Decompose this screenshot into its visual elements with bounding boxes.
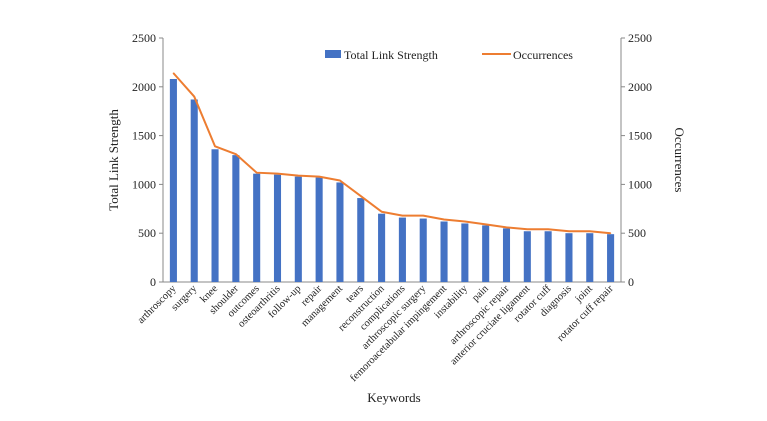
line-point-9 [339,179,341,182]
bar-22 [607,234,615,282]
line-point-7 [297,175,299,177]
line-point-4 [235,153,237,155]
line-point-18 [526,228,528,230]
line-series-occurrences [172,72,612,235]
bar-12 [398,217,406,282]
line-point-5 [256,172,258,174]
bar-20 [565,233,573,282]
bar-1 [169,78,177,282]
bar-14 [440,221,448,282]
x-axis-title: Keywords [367,390,420,405]
bar-6 [273,174,282,282]
line-point-12 [401,215,404,217]
bar-19 [544,231,552,282]
bar-10 [357,198,365,282]
line-point-17 [505,226,508,228]
bar-2 [190,99,198,282]
line-point-2 [193,95,195,98]
line-point-3 [214,145,216,147]
bar-11 [378,213,386,282]
y-tick-label: 1000 [132,177,156,191]
line-point-13 [422,215,424,217]
y2-tick-label: 2500 [628,31,652,45]
line-point-15 [464,220,466,223]
bar-21 [586,233,594,282]
bar-series-total-link-strength [169,78,615,282]
legend-label-bar: Total Link Strength [344,48,438,62]
y2-tick-label: 1000 [628,177,652,191]
y-tick-label: 500 [138,226,156,240]
line-point-19 [547,228,549,230]
y2-axis-title: Occurrences [672,128,687,193]
line-point-16 [485,223,487,226]
bar-17 [502,228,511,282]
y2-tick-label: 2000 [628,80,652,94]
bar-9 [336,182,344,282]
line-point-21 [589,230,591,232]
line-point-6 [276,173,279,175]
y-tick-label: 1500 [132,129,156,143]
bar-5 [253,173,261,282]
line-point-22 [609,232,612,234]
y-tick-label: 0 [150,275,156,289]
bar-8 [315,177,323,282]
y-tick-label: 2500 [132,31,156,45]
line-point-20 [568,230,570,232]
line-point-1 [172,72,175,74]
line-point-10 [360,195,362,197]
line-point-14 [443,218,445,221]
line-point-11 [380,211,383,213]
axis-lines [162,38,622,283]
occurrences-line [172,72,611,235]
legend-swatch-bar [325,50,341,58]
y2-tick-label: 0 [628,275,634,289]
bar-4 [232,155,240,282]
legend-label-line: Occurrences [513,48,573,62]
y2-tick-label: 1500 [628,129,652,143]
y2-tick-label: 500 [628,226,646,240]
bar-15 [461,223,469,282]
y-tick-label: 2000 [132,80,156,94]
legend: Total Link Strength Occurrences [325,48,573,62]
bar-18 [523,231,531,282]
y-axis-title: Total Link Strength [106,109,121,211]
line-point-8 [318,175,320,178]
bar-16 [482,225,490,282]
bar-7 [294,176,302,282]
bar-13 [419,218,427,282]
axis-ticks: 0 0 500 500 1000 1000 1500 1500 2000 2000 2500 2500 [132,31,652,289]
bar-3 [211,149,219,282]
